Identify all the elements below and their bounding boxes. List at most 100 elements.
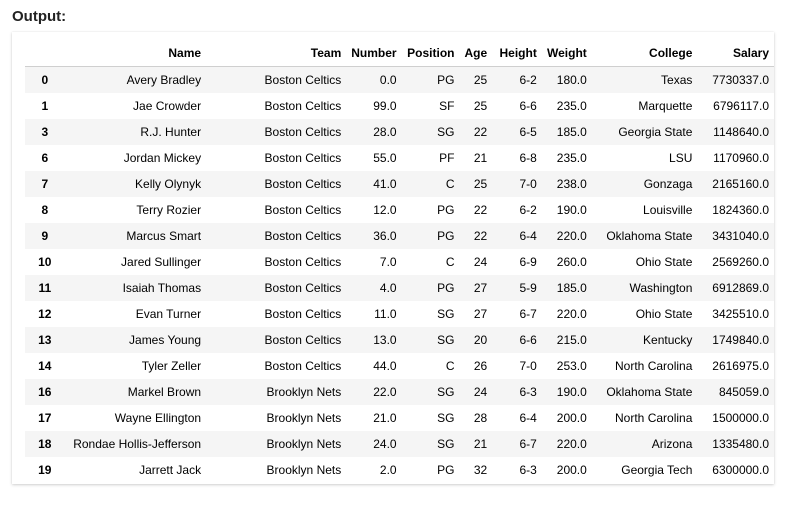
cell-index: 17 [38,411,52,425]
cell-weight: 235.0 [556,151,587,165]
cell-college: Washington [629,281,693,295]
cell-number: 22.0 [373,385,397,399]
cell-age: 21 [473,151,488,165]
cell-index: 12 [38,307,52,321]
cell-position: SG [437,125,455,139]
header-salary: Salary [697,39,774,67]
cell-name: R.J. Hunter [140,125,202,139]
cell-team: Boston Celtics [264,125,342,139]
cell-position: SG [437,385,455,399]
cell-salary: 1749840.0 [712,333,769,347]
cell-height: 7-0 [519,359,537,373]
cell-weight: 260.0 [556,255,587,269]
cell-age: 21 [473,437,488,451]
cell-weight: 235.0 [556,99,587,113]
cell-salary: 2569260.0 [712,255,769,269]
cell-team: Boston Celtics [264,229,342,243]
cell-salary: 2616975.0 [712,359,769,373]
cell-number: 7.0 [379,255,397,269]
cell-age: 24 [473,385,488,399]
cell-weight: 190.0 [556,385,587,399]
cell-salary: 1500000.0 [712,411,769,425]
cell-weight: 238.0 [556,177,587,191]
cell-weight: 200.0 [556,411,587,425]
table-row: 14 Tyler Zeller Boston Celtics 44.0 C 26 7-0 25… [25,353,774,379]
cell-index: 11 [38,281,52,295]
cell-age: 20 [473,333,488,347]
cell-college: North Carolina [615,411,693,425]
cell-number: 2.0 [379,463,397,477]
cell-height: 6-2 [519,203,537,217]
cell-weight: 185.0 [556,281,587,295]
cell-number: 4.0 [379,281,397,295]
cell-position: SF [439,99,455,113]
cell-weight: 220.0 [556,437,587,451]
cell-number: 41.0 [373,177,397,191]
cell-college: Arizona [651,437,693,451]
cell-team: Boston Celtics [264,359,342,373]
cell-team: Boston Celtics [264,281,342,295]
table-header: Name Team Number Position Age Height Wei… [25,39,774,67]
table-row: 10 Jared Sullinger Boston Celtics 7.0 C 24 6-9… [25,249,774,275]
cell-position: SG [437,411,455,425]
cell-age: 25 [473,99,488,113]
cell-name: Evan Turner [135,307,202,321]
table-row: 6 Jordan Mickey Boston Celtics 55.0 PF 21 6-8 2… [25,145,774,171]
cell-height: 6-9 [519,255,537,269]
cell-name: Isaiah Thomas [122,281,202,295]
cell-height: 6-4 [519,411,537,425]
cell-position: SG [437,307,455,321]
cell-number: 36.0 [373,229,397,243]
cell-position: PG [437,73,455,87]
cell-position: C [445,177,455,191]
output-label: Output: [12,8,67,25]
cell-salary: 1148640.0 [713,125,769,139]
cell-height: 5-9 [519,281,537,295]
cell-weight: 180.0 [556,73,587,87]
cell-name: Marcus Smart [126,229,202,243]
cell-age: 26 [473,359,488,373]
cell-name: Rondae Hollis-Jefferson [73,437,202,451]
cell-team: Boston Celtics [264,203,342,217]
cell-height: 6-3 [519,385,537,399]
cell-salary: 7730337.0 [712,73,769,87]
cell-index: 16 [38,385,52,399]
cell-height: 6-6 [519,333,537,347]
cell-index: 14 [38,359,52,373]
cell-weight: 253.0 [556,359,587,373]
header-college: College [591,39,698,67]
cell-height: 6-7 [519,307,537,321]
cell-name: Markel Brown [127,385,202,399]
cell-height: 6-3 [519,463,537,477]
table-row: 7 Kelly Olynyk Boston Celtics 41.0 C 25 7-0 238… [25,171,774,197]
cell-age: 22 [473,229,488,243]
cell-age: 24 [473,255,488,269]
dataframe-table: Name Team Number Position Age Height Wei… [25,39,774,483]
cell-number: 12.0 [373,203,397,217]
table-row: 3 R.J. Hunter Boston Celtics 28.0 SG 22 6-5 185… [25,119,774,145]
cell-team: Boston Celtics [264,307,342,321]
cell-index: 8 [41,203,49,217]
cell-index: 18 [38,437,52,451]
cell-team: Boston Celtics [264,177,342,191]
table-row: 9 Marcus Smart Boston Celtics 36.0 PG 22 6-4 22… [25,223,774,249]
cell-position: PG [437,203,455,217]
cell-college: Ohio State [635,255,693,269]
cell-salary: 1824360.0 [712,203,769,217]
table-row: 17 Wayne Ellington Brooklyn Nets 21.0 SG 28 6-… [25,405,774,431]
cell-college: Gonzaga [643,177,693,191]
cell-team: Brooklyn Nets [266,437,342,451]
header-weight: Weight [541,39,592,67]
cell-number: 28.0 [373,125,397,139]
cell-name: Terry Rozier [136,203,202,217]
cell-team: Boston Celtics [264,73,342,87]
cell-position: PF [439,151,455,165]
cell-index: 7 [41,177,49,191]
cell-height: 6-7 [519,437,537,451]
cell-name: Jae Crowder [133,99,202,113]
cell-name: Jordan Mickey [123,151,202,165]
cell-salary: 3425510.0 [712,307,769,321]
cell-age: 22 [473,125,488,139]
header-number: Number [346,39,402,67]
cell-college: Ohio State [635,307,693,321]
